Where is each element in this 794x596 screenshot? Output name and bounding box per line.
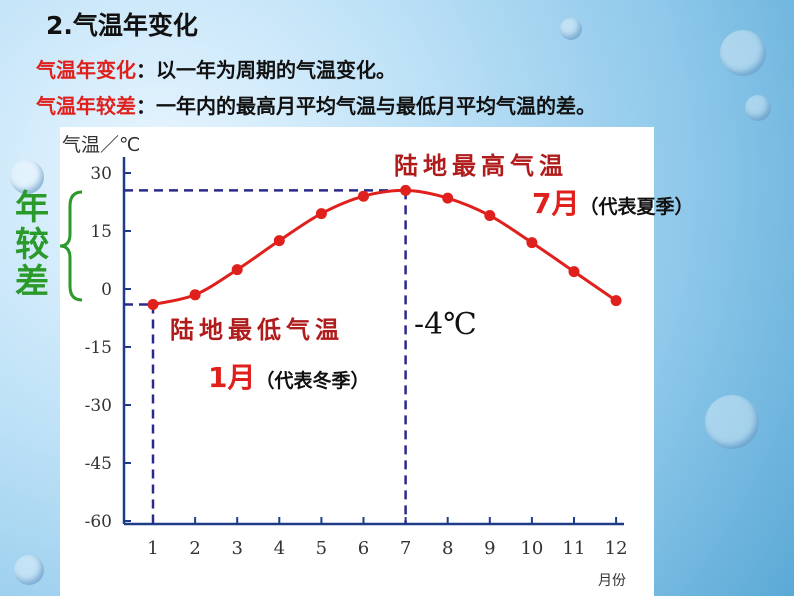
lowest-month: 1月 [208, 361, 256, 394]
y-tick-label: 30 [90, 164, 112, 184]
temperature-point [147, 298, 159, 310]
annual-range-brace [59, 190, 83, 302]
chart-panel: 30 15 0 -15 -30 -45 -60 1 2 3 4 5 6 7 8 9 10 11 12 气温／℃ 月份 [60, 127, 654, 596]
y-tick-label: -15 [85, 338, 112, 358]
temperature-point [189, 289, 201, 301]
water-drop-decoration [745, 95, 771, 121]
y-tick-label: -45 [85, 454, 112, 474]
x-tick-label: 5 [316, 538, 327, 559]
x-tick-label: 9 [484, 538, 495, 559]
x-tick-label: 1 [147, 538, 158, 559]
slide-title: 2.气温年变化 [46, 11, 198, 40]
temperature-point [442, 192, 454, 204]
x-tick-label: 8 [442, 538, 453, 559]
x-tick-label: 3 [231, 538, 242, 559]
highest-month: 7月 [532, 187, 580, 220]
x-tick-label: 4 [274, 538, 285, 559]
highest-month-note: 7月（代表夏季） [532, 182, 694, 222]
x-tick-label: 6 [358, 538, 369, 559]
x-tick-label: 10 [520, 538, 543, 559]
x-tick-label: 11 [563, 538, 586, 559]
water-drop-decoration [720, 30, 766, 76]
y-axis-title: 气温／℃ [62, 134, 140, 156]
temperature-point [273, 235, 285, 247]
lowest-temp-label: 陆地最低气温 [170, 316, 344, 344]
definition-term: 气温年较差 [36, 94, 136, 118]
definition-annual-variation: 气温年变化：以一年为周期的气温变化。 [36, 54, 396, 83]
temperature-point [231, 264, 243, 276]
lowest-month-note: 1月（代表冬季） [208, 356, 370, 396]
temperature-point [526, 237, 538, 249]
y-tick-label: -30 [85, 396, 112, 416]
lowest-temp-value: -4℃ [414, 307, 477, 342]
annual-range-label: 年较差 [15, 188, 49, 302]
x-tick-label: 2 [189, 538, 200, 559]
x-axis-title: 月份 [598, 573, 626, 589]
water-drop-decoration [560, 18, 582, 40]
temperature-point [358, 190, 369, 202]
highest-temp-label: 陆地最高气温 [394, 152, 568, 180]
definition-term: 气温年变化 [36, 58, 136, 82]
definition-annual-range: 气温年较差：一年内的最高月平均气温与最低月平均气温的差。 [36, 90, 596, 119]
definition-text: ：一年内的最高月平均气温与最低月平均气温的差。 [136, 94, 596, 118]
x-tick-label: 12 [605, 538, 628, 559]
y-tick-label: 15 [90, 222, 112, 242]
temperature-point [315, 208, 327, 220]
highest-season-note: （代表夏季） [579, 196, 694, 218]
x-tick-label: 7 [400, 538, 411, 559]
water-drop-decoration [14, 555, 44, 585]
y-tick-label: -60 [85, 512, 112, 532]
temperature-point [568, 266, 580, 278]
temperature-point [484, 210, 496, 222]
temperature-point [400, 184, 412, 196]
water-drop-decoration [705, 395, 759, 449]
water-drop-decoration [10, 160, 44, 194]
temperature-point [610, 295, 622, 307]
lowest-season-note: （代表冬季） [255, 370, 370, 392]
y-tick-label: 0 [101, 280, 112, 300]
definition-text: ：以一年为周期的气温变化。 [136, 58, 396, 82]
